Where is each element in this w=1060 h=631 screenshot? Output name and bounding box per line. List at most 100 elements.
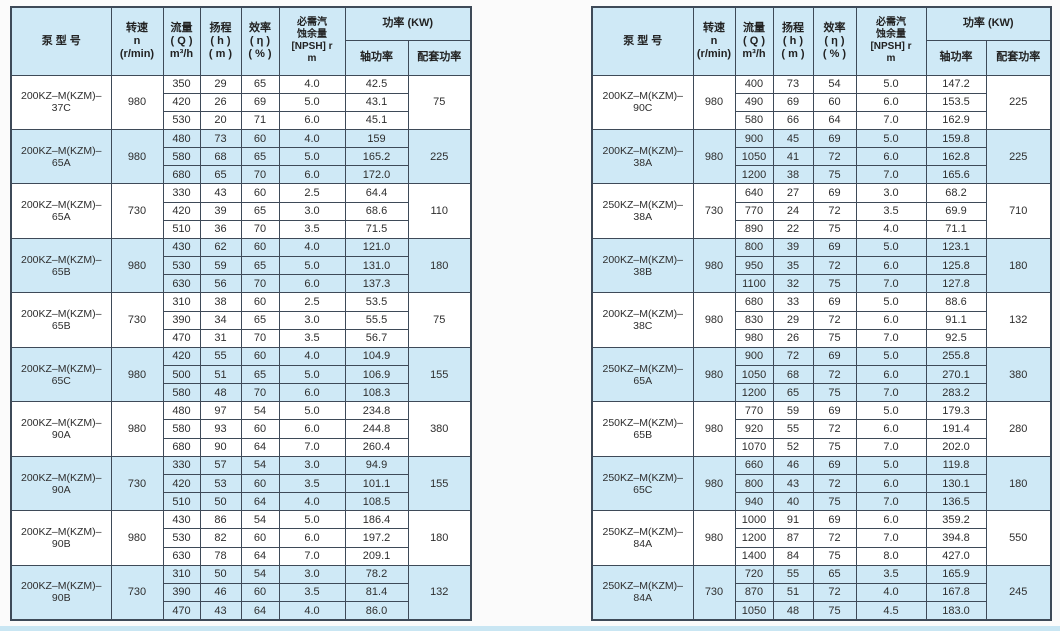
shaft-power-cell: 108.3 [344,383,409,403]
table-row: 200KZ–M(KZM)–65C 980 420 55 60 4.0 104.9 155 [10,346,472,403]
flow-cell: 950 [734,256,774,276]
npsh-cell: 3.5 [278,473,346,494]
table-row: 470 43 64 4.0 86.0 [11,601,471,621]
table-row: 1050 48 75 4.5 183.0 [592,601,1051,621]
efficiency-cell: 60 [240,292,280,312]
table-row: 950 35 72 6.0 125.8 [592,256,1051,276]
npsh-cell: 6.0 [278,528,346,548]
head-cell: 29 [772,310,814,330]
table-row: 1200 38 75 7.0 165.6 [592,165,1051,185]
efficiency-cell: 60 [240,128,280,149]
table-row: 200KZ–M(KZM)–65A 730 330 43 60 2.5 64.4 110 [10,183,472,239]
matched-power-cell: 380 [985,346,1052,403]
flow-cell: 420 [162,201,201,221]
npsh-cell: 6.0 [855,364,927,385]
flow-cell: 330 [162,183,201,203]
npsh-cell: 6.0 [278,274,346,294]
head-cell: 36 [199,219,242,239]
shaft-power-cell: 136.5 [925,492,987,512]
head-cell: 55 [772,564,814,584]
shaft-power-cell: 162.8 [925,147,987,167]
head-cell: 20 [199,110,242,130]
efficiency-column-header-line: ( % ) [822,47,847,60]
flow-cell: 920 [734,419,774,439]
table-row: 580 48 70 6.0 108.3 [11,383,471,403]
head-cell: 43 [199,183,242,203]
efficiency-cell: 65 [240,74,280,94]
table-row: 830 29 72 6.0 91.1 [592,310,1051,330]
npsh-cell: 5.0 [278,147,346,167]
head-cell: 72 [772,346,814,367]
pump-table-right: 泵 型 号转速 n (r/min) 流量( Q ) m³/h 扬程( h )( m ) 效率… [591,6,1052,621]
efficiency-cell: 54 [240,510,280,530]
efficiency-cell: 65 [240,201,280,221]
shaft-power-cell: 69.9 [925,201,987,221]
model-cell: 200KZ–M(KZM)–65C [10,346,112,403]
table-row: 940 40 75 7.0 136.5 [592,492,1051,512]
efficiency-cell: 69 [812,237,857,258]
efficiency-cell: 69 [812,292,857,312]
npsh-cell: 7.0 [855,328,927,348]
efficiency-cell: 75 [812,383,857,403]
flow-cell: 720 [734,564,774,584]
speed-column-header: 转速 n (r/min) [110,6,164,76]
npsh-cell: 4.0 [278,128,346,149]
npsh-cell: 7.0 [855,110,927,130]
table-row: 390 46 60 3.5 81.4 [11,582,471,603]
npsh-cell: 3.5 [855,564,927,584]
npsh-cell: 5.0 [855,401,927,421]
head-cell: 73 [199,128,242,149]
efficiency-cell: 72 [812,364,857,385]
table-row: 200KZ–M(KZM)–90A 730 330 57 54 3.0 94.9 155 [10,455,472,512]
matched-power-cell: 75 [407,292,472,348]
npsh-column-header-line: [NPSH] r [870,41,912,53]
npsh-cell: 2.5 [278,183,346,203]
npsh-cell: 3.0 [278,201,346,221]
flow-column-header: 流量( Q ) m³/h [162,6,201,76]
head-cell: 40 [772,492,814,512]
shaft-power-cell: 101.1 [344,473,409,494]
table-row: 420 53 60 3.5 101.1 [11,473,471,494]
head-column-header-line: ( m ) [208,47,233,60]
flow-cell: 500 [162,364,201,385]
efficiency-cell: 69 [812,346,857,367]
head-column-header: 扬程( h )( m ) [199,6,242,76]
efficiency-column-header-line: ( % ) [248,47,272,60]
speed-cell: 980 [110,237,164,294]
table-row: 490 69 60 6.0 153.5 [592,92,1051,112]
head-cell: 32 [772,274,814,294]
head-cell: 97 [199,401,242,421]
npsh-cell: 5.0 [278,510,346,530]
efficiency-column-header-line: ( η ) [824,34,845,47]
head-cell: 87 [772,528,814,548]
npsh-cell: 6.0 [855,473,927,494]
shaft-power-cell: 55.5 [344,310,409,330]
flow-cell: 680 [162,165,201,185]
table-row: 1200 87 72 7.0 394.8 [592,528,1051,548]
model-cell: 200KZ–M(KZM)–38B [591,237,694,294]
npsh-cell: 6.0 [855,147,927,167]
head-cell: 55 [199,346,242,367]
shaft-power-cell: 91.1 [925,310,987,330]
shaft-power-cell: 121.0 [344,237,409,258]
shaft-power-cell: 283.2 [925,383,987,403]
matched-power-cell: 155 [407,455,472,512]
head-cell: 73 [772,74,814,94]
head-cell: 50 [199,492,242,512]
model-cell: 200KZ–M(KZM)–37C [10,74,112,130]
flow-cell: 530 [162,256,201,276]
efficiency-cell: 69 [240,92,280,112]
npsh-cell: 7.0 [855,274,927,294]
head-cell: 52 [772,437,814,457]
npsh-cell: 4.0 [278,74,346,94]
speed-cell: 980 [692,455,736,512]
efficiency-cell: 54 [812,74,857,94]
table-row: 250KZ–M(KZM)–65B 980 770 59 69 5.0 179.3 280 [591,401,1052,457]
flow-cell: 510 [162,492,201,512]
power-group-header: 功率 (KW) [344,6,472,41]
speed-cell: 980 [110,346,164,403]
head-cell: 82 [199,528,242,548]
npsh-cell: 7.0 [855,528,927,548]
efficiency-cell: 60 [240,528,280,548]
